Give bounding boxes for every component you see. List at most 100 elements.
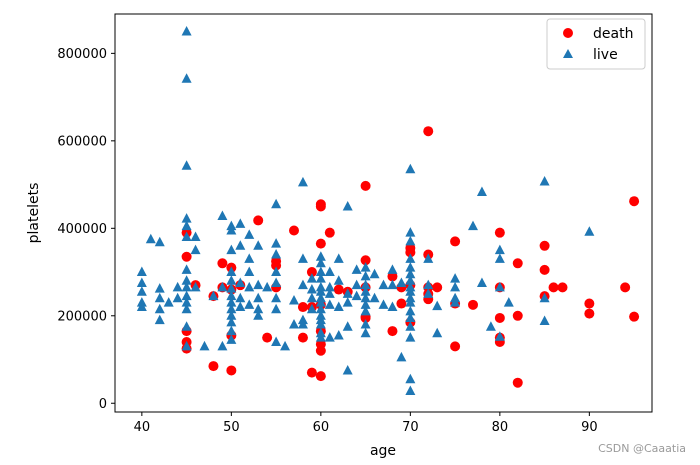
live-point: [163, 297, 174, 307]
live-point: [244, 253, 255, 263]
live-point: [315, 273, 326, 283]
y-tick-label: 600000: [57, 134, 107, 149]
death-point: [306, 267, 317, 278]
live-point: [253, 310, 264, 320]
death-point: [226, 365, 237, 376]
x-tick-label: 90: [581, 420, 598, 435]
live-point: [351, 279, 362, 290]
live-point: [423, 279, 434, 290]
death-point: [387, 271, 398, 282]
live-point: [136, 301, 147, 312]
live-point: [226, 244, 237, 255]
live-point: [423, 253, 434, 263]
live-point: [181, 281, 192, 292]
live-point: [297, 176, 308, 187]
live-point: [235, 218, 246, 228]
live-point: [423, 288, 434, 298]
live-point: [405, 332, 416, 342]
live-point: [387, 264, 398, 274]
live-point: [405, 321, 416, 331]
live-point: [289, 319, 299, 329]
death-point: [450, 236, 461, 247]
live-point: [333, 329, 344, 340]
live-point: [432, 327, 443, 338]
live-point: [136, 266, 147, 277]
live-point: [360, 270, 371, 281]
death-point: [181, 251, 192, 262]
live-point: [360, 319, 371, 329]
live-point: [181, 25, 192, 36]
live-point: [315, 286, 326, 296]
live-point: [271, 266, 282, 277]
x-tick-label: 60: [313, 420, 330, 435]
live-point: [396, 351, 407, 362]
live-point: [306, 303, 317, 314]
death-point: [297, 302, 308, 313]
live-point: [154, 236, 165, 247]
live-point: [494, 281, 505, 292]
live-point: [360, 292, 371, 303]
live-point: [450, 297, 461, 307]
death-point: [217, 258, 228, 269]
live-point: [396, 277, 407, 287]
live-point: [271, 198, 282, 209]
live-point: [485, 321, 496, 331]
live-point: [315, 297, 326, 307]
live-point: [217, 281, 228, 292]
live-point: [181, 340, 192, 351]
live-point: [315, 332, 326, 342]
death-point: [494, 312, 505, 323]
live-point: [333, 253, 344, 263]
live-point: [271, 303, 282, 314]
legend-live-label: live: [593, 47, 618, 63]
live-point: [226, 316, 237, 327]
live-point: [342, 297, 353, 307]
live-point: [226, 283, 237, 293]
death-point: [629, 196, 640, 207]
death-point: [306, 367, 317, 378]
live-point: [333, 275, 344, 285]
death-point: [315, 345, 326, 356]
live-point: [405, 385, 416, 396]
live-point: [253, 279, 264, 290]
death-point: [584, 298, 595, 309]
live-point: [280, 340, 291, 351]
live-point: [494, 253, 505, 263]
live-point: [199, 340, 210, 351]
death-point: [387, 326, 398, 337]
legend-live-marker: [563, 49, 573, 58]
death-point: [324, 227, 335, 238]
live-point: [181, 264, 192, 274]
plot-frame: [114, 13, 653, 413]
live-point: [369, 292, 380, 303]
live-point: [271, 277, 282, 287]
live-point: [405, 253, 416, 263]
live-point: [235, 277, 246, 287]
live-point: [181, 160, 192, 170]
live-point: [387, 279, 398, 290]
live-point: [360, 327, 371, 338]
live-point: [405, 227, 416, 237]
death-point: [262, 332, 273, 343]
live-point: [181, 231, 192, 242]
death-point: [512, 377, 523, 388]
live-point: [584, 226, 595, 236]
death-point: [253, 215, 264, 226]
live-point: [154, 283, 165, 293]
live-point: [324, 266, 335, 277]
legend-death-marker: [563, 28, 573, 38]
live-point: [315, 257, 326, 268]
live-point: [405, 286, 416, 296]
live-point: [468, 220, 478, 231]
live-point: [190, 281, 201, 292]
live-point: [226, 290, 237, 301]
live-point: [360, 299, 371, 309]
x-tick-label: 70: [402, 420, 419, 435]
death-point: [289, 225, 299, 236]
live-point: [387, 301, 398, 312]
live-point: [226, 303, 237, 314]
death-point: [512, 258, 523, 269]
death-point: [432, 282, 443, 293]
live-point: [306, 284, 317, 294]
